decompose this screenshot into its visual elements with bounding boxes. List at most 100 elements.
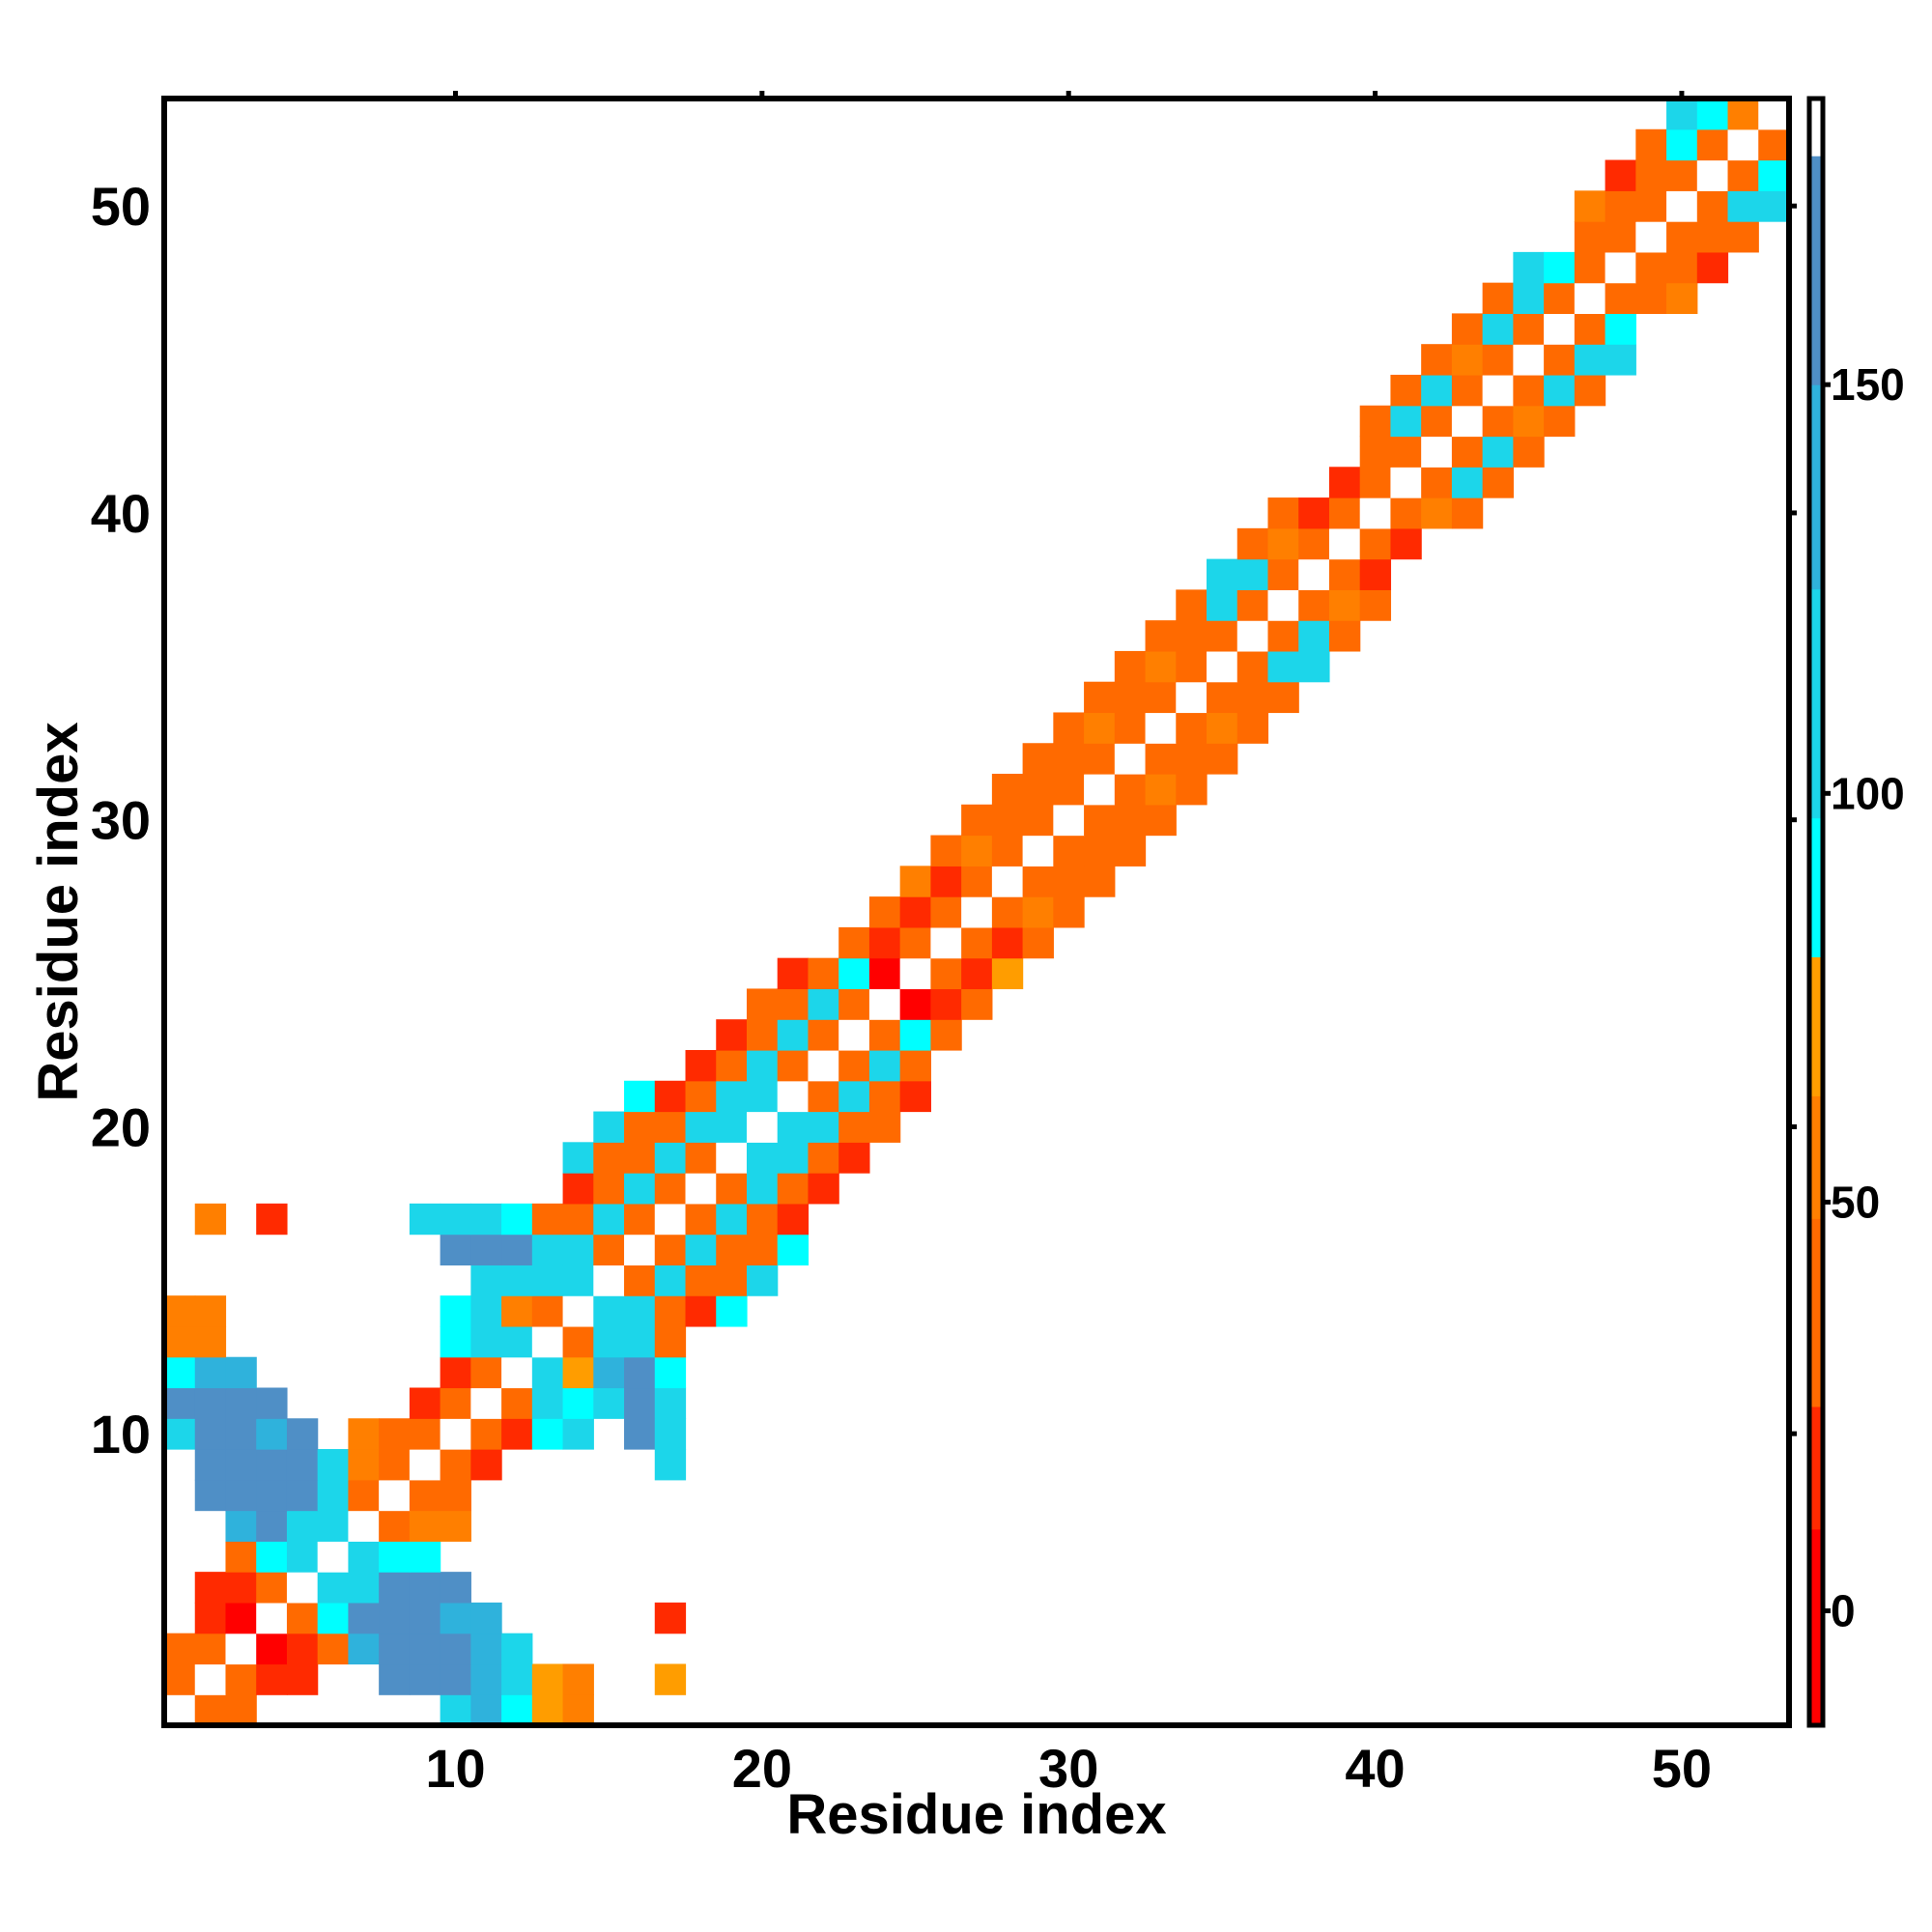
heatmap-cell bbox=[1207, 650, 1238, 683]
heatmap-cell bbox=[593, 1111, 625, 1143]
heatmap-cell bbox=[470, 1295, 502, 1327]
heatmap-cell bbox=[470, 1602, 502, 1634]
heatmap-cell bbox=[1176, 650, 1208, 683]
heatmap-cell bbox=[1696, 221, 1729, 253]
heatmap-cell bbox=[379, 1510, 411, 1542]
heatmap-cell bbox=[961, 988, 993, 1020]
heatmap-cell bbox=[624, 1264, 656, 1296]
colorbar-tick-label: 0 bbox=[1831, 1586, 1856, 1636]
heatmap-cell bbox=[409, 1633, 441, 1665]
heatmap-cell bbox=[808, 1049, 839, 1082]
heatmap-cell bbox=[685, 1234, 717, 1265]
heatmap-cell bbox=[1359, 497, 1392, 529]
heatmap-cell bbox=[1666, 251, 1698, 284]
heatmap-cell bbox=[1145, 650, 1177, 683]
heatmap-cell bbox=[1482, 374, 1514, 407]
heatmap-cell bbox=[808, 1173, 839, 1205]
heatmap-cell bbox=[593, 1356, 625, 1389]
heatmap-cell bbox=[1359, 527, 1392, 560]
heatmap-cell bbox=[531, 1356, 564, 1389]
heatmap-cell bbox=[899, 957, 931, 990]
heatmap-cell bbox=[746, 988, 779, 1020]
heatmap-cell bbox=[409, 1510, 441, 1542]
x-axis: 10 20 30 40 50 bbox=[425, 91, 1712, 1799]
heatmap-cell bbox=[256, 1387, 288, 1419]
heatmap-cell bbox=[1176, 743, 1208, 775]
heatmap-cell bbox=[593, 1173, 625, 1205]
colorbar-segment bbox=[1809, 384, 1823, 590]
heatmap-cell bbox=[716, 1264, 748, 1296]
heatmap-cell bbox=[1114, 743, 1147, 775]
heatmap-cell bbox=[164, 1325, 196, 1358]
heatmap-cell bbox=[746, 1173, 779, 1205]
heatmap-cell bbox=[379, 1418, 411, 1450]
heatmap-cell bbox=[716, 1049, 748, 1082]
heatmap-cell bbox=[1145, 743, 1177, 775]
heatmap-cell bbox=[1421, 497, 1453, 529]
heatmap-cell bbox=[317, 1633, 350, 1665]
heatmap-cell bbox=[716, 1080, 748, 1113]
plot-frame bbox=[161, 96, 1792, 1728]
heatmap-cell bbox=[1758, 128, 1790, 161]
heatmap-cell bbox=[991, 926, 1024, 959]
colorbar-tick-label: 50 bbox=[1831, 1177, 1880, 1227]
heatmap-cell bbox=[1513, 405, 1545, 438]
heatmap-cell bbox=[930, 866, 962, 897]
heatmap-cell bbox=[624, 1325, 656, 1358]
heatmap-cell bbox=[654, 1234, 687, 1265]
heatmap-cell bbox=[1605, 344, 1636, 376]
heatmap-cell bbox=[899, 1049, 931, 1082]
heatmap-cell bbox=[624, 1356, 656, 1389]
heatmap-cell bbox=[808, 988, 839, 1020]
heatmap-cell bbox=[1666, 282, 1698, 315]
heatmap-cell bbox=[1696, 251, 1729, 284]
heatmap-cell bbox=[440, 1203, 471, 1236]
heatmap-cell bbox=[991, 835, 1024, 867]
x-tick-label: 20 bbox=[732, 1738, 792, 1799]
colorbar-segment bbox=[1809, 956, 1823, 1096]
heatmap-cell bbox=[194, 1694, 227, 1726]
heatmap-cell bbox=[899, 1019, 931, 1051]
heatmap-cell bbox=[654, 1295, 687, 1327]
heatmap-cell bbox=[1328, 589, 1361, 621]
heatmap-cell bbox=[286, 1663, 319, 1695]
heatmap-cell bbox=[1513, 344, 1545, 376]
heatmap-cell bbox=[317, 1541, 350, 1573]
heatmap-cell bbox=[409, 1479, 441, 1512]
heatmap-cell bbox=[746, 1142, 779, 1174]
heatmap-cell bbox=[1482, 405, 1514, 438]
heatmap-cell bbox=[716, 1203, 748, 1236]
heatmap-cell bbox=[470, 1449, 502, 1481]
heatmap-cell bbox=[716, 1234, 748, 1265]
heatmap-cell bbox=[808, 1080, 839, 1113]
heatmap-cell bbox=[1207, 589, 1238, 621]
heatmap-cell bbox=[1114, 681, 1147, 714]
heatmap-cell bbox=[1544, 282, 1576, 315]
heatmap-cell bbox=[1053, 835, 1085, 867]
heatmap-cell bbox=[1022, 774, 1054, 806]
y-tick-label: 20 bbox=[91, 1096, 151, 1157]
heatmap-cell bbox=[440, 1633, 471, 1665]
heatmap-cell bbox=[470, 1694, 502, 1726]
heatmap-cell bbox=[317, 1510, 350, 1542]
heatmap-cell bbox=[531, 1264, 564, 1296]
heatmap-cell bbox=[1328, 497, 1361, 529]
heatmap-cell bbox=[1298, 589, 1330, 621]
heatmap-cells bbox=[164, 99, 1790, 1726]
y-tick-label: 50 bbox=[91, 176, 151, 237]
heatmap-cell bbox=[1236, 527, 1269, 560]
heatmap-cell bbox=[838, 988, 870, 1020]
heatmap-cell bbox=[225, 1449, 257, 1481]
heatmap-cell bbox=[1359, 589, 1392, 621]
heatmap-cell bbox=[1727, 159, 1759, 191]
heatmap-cell bbox=[1544, 405, 1576, 438]
heatmap-cell bbox=[348, 1541, 380, 1573]
heatmap-cell bbox=[470, 1633, 502, 1665]
heatmap-cell bbox=[164, 1694, 196, 1726]
heatmap-cell bbox=[1328, 527, 1361, 560]
heatmap-cell bbox=[1605, 313, 1636, 345]
heatmap-cell bbox=[777, 957, 810, 990]
heatmap-cell bbox=[746, 1019, 779, 1051]
heatmap-cell bbox=[868, 1019, 901, 1051]
heatmap-cell bbox=[868, 896, 901, 928]
